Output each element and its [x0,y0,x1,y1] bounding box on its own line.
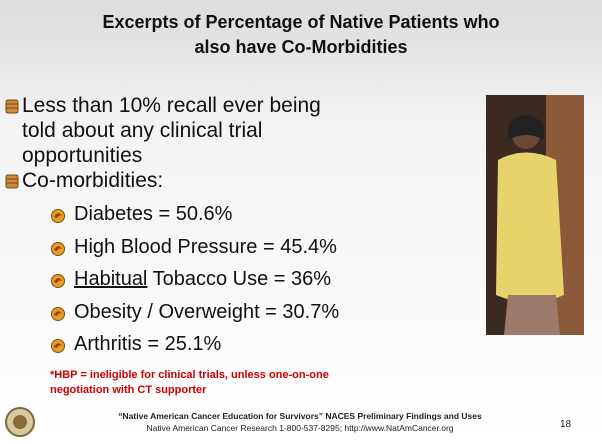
title: Excerpts of Percentage of Native Patient… [60,10,542,60]
sub-bullet: Obesity / Overweight = 30.7% [74,301,339,324]
sub-bullet-icon [50,306,66,322]
sub-bullet-icon [50,208,66,224]
footer-line: “Native American Cancer Education for Su… [60,411,540,421]
sub-bullet: High Blood Pressure = 45.4% [74,236,337,259]
footer-line: Native American Cancer Research 1-800-53… [60,423,540,433]
sub-bullet-text: High Blood Pressure = 45.4% [74,236,337,258]
bullet-icon [3,172,21,190]
underlined-text: Habitual [74,268,147,290]
sub-bullet-text: Tobacco Use = 36% [147,268,331,290]
page-number: 18 [560,419,571,430]
sub-bullet-text: Obesity / Overweight = 30.7% [74,301,339,323]
bullet-icon [3,97,21,115]
sub-bullet-text: Diabetes = 50.6% [74,203,232,225]
sub-bullet-icon [50,338,66,354]
photo [486,95,584,335]
title-line: also have Co-Morbidities [60,35,542,60]
sub-bullet-icon [50,241,66,257]
slide: Excerpts of Percentage of Native Patient… [0,0,602,444]
sub-bullet-text: Arthritis = 25.1% [74,333,221,355]
bullet: Less than 10% recall ever being told abo… [22,93,352,168]
note: *HBP = ineligible for clinical trials, u… [50,368,370,398]
bullet: Co-morbidities: [22,168,163,193]
sub-bullet: Diabetes = 50.6% [74,203,232,226]
sub-bullet: Habitual Tobacco Use = 36% [74,268,331,291]
logo [4,405,36,439]
sub-bullet-icon [50,273,66,289]
title-line: Excerpts of Percentage of Native Patient… [60,10,542,35]
sub-bullet: Arthritis = 25.1% [74,333,221,356]
